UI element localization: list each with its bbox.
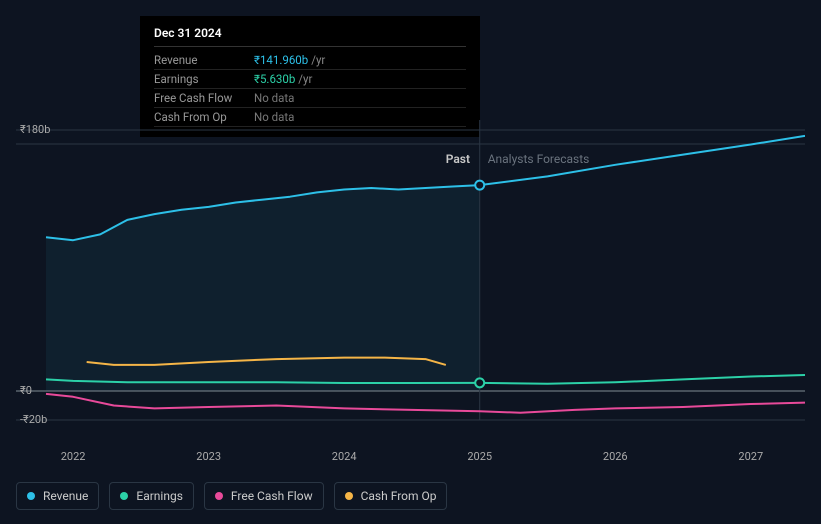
x-tick-label: 2022 [61,450,86,463]
legend-item-revenue[interactable]: Revenue [16,482,99,510]
chart-tooltip: Dec 31 2024 Revenue₹141.960b/yrEarnings₹… [140,16,480,137]
legend-item-cash-from-op[interactable]: Cash From Op [334,482,448,510]
marker-revenue [475,181,484,190]
tooltip-row: Revenue₹141.960b/yr [154,51,466,70]
tooltip-value: No data [254,91,294,105]
tooltip-unit: /yr [298,72,312,86]
y-tick-label: ₹0 [20,384,32,397]
tooltip-label: Revenue [154,53,254,67]
tooltip-unit: /yr [311,53,325,67]
y-tick-label: -₹20b [20,413,47,426]
tooltip-value: ₹141.960b [254,53,308,67]
legend-dot [27,492,35,500]
tooltip-value: ₹5.630b [254,72,295,86]
legend-item-free-cash-flow[interactable]: Free Cash Flow [204,482,324,510]
legend-item-earnings[interactable]: Earnings [109,482,194,510]
tooltip-label: Earnings [154,72,254,86]
y-tick-label: ₹180b [20,123,50,136]
x-tick-label: 2025 [467,450,492,463]
tooltip-row: Earnings₹5.630b/yr [154,70,466,89]
x-tick-label: 2024 [332,450,357,463]
legend-label: Cash From Op [361,489,437,503]
legend: Revenue Earnings Free Cash Flow Cash From O… [16,482,447,510]
legend-label: Revenue [43,489,88,503]
x-tick-label: 2027 [738,450,763,463]
earnings-revenue-chart [16,120,805,444]
marker-earnings [475,378,484,387]
x-tick-label: 2026 [603,450,628,463]
legend-dot [345,492,353,500]
tooltip-row: Free Cash FlowNo data [154,89,466,108]
legend-dot [215,492,223,500]
legend-dot [120,492,128,500]
legend-label: Free Cash Flow [231,489,313,503]
tooltip-date: Dec 31 2024 [154,26,466,47]
tooltip-label: Free Cash Flow [154,91,254,105]
x-axis: 2022 2023 2024 2025 2026 2027 [16,450,805,468]
x-tick-label: 2023 [196,450,221,463]
series-fcf [46,394,805,413]
legend-label: Earnings [136,489,183,503]
